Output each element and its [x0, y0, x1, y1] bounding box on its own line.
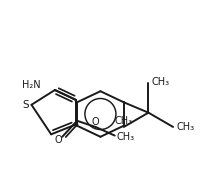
- Text: O: O: [92, 116, 99, 127]
- Text: O: O: [54, 136, 62, 145]
- Text: CH₃: CH₃: [115, 116, 133, 126]
- Text: CH₃: CH₃: [117, 132, 135, 142]
- Text: CH₃: CH₃: [151, 77, 169, 87]
- Text: CH₃: CH₃: [176, 122, 194, 132]
- Text: S: S: [23, 100, 29, 110]
- Text: H₂N: H₂N: [22, 80, 41, 90]
